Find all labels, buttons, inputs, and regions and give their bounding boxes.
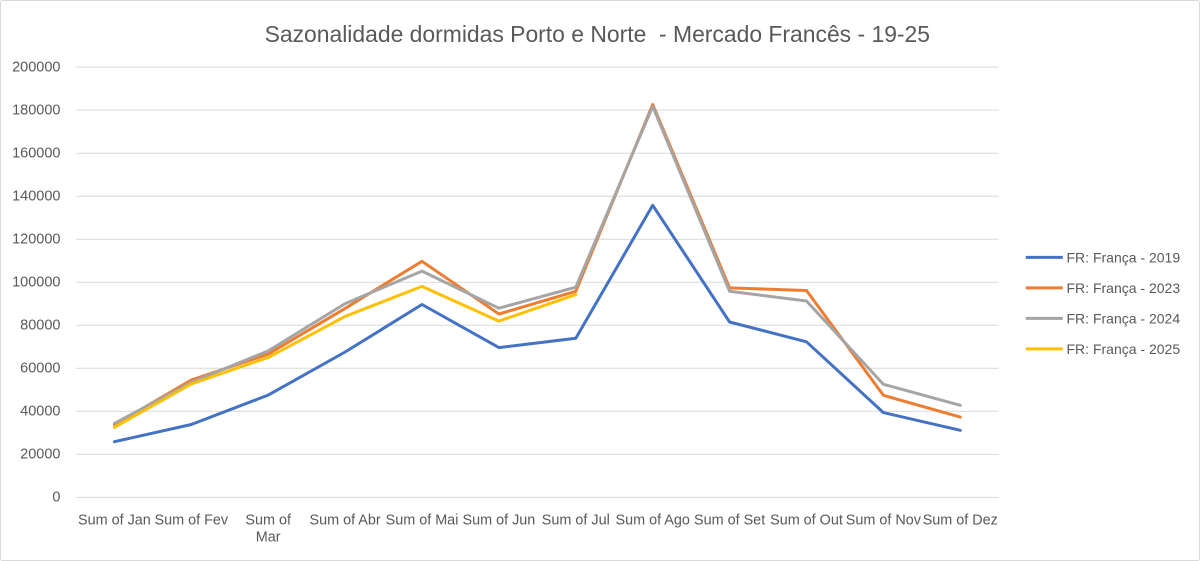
svg-text:Sum of Ago: Sum of Ago: [615, 513, 689, 529]
svg-text:40000: 40000: [20, 404, 60, 420]
svg-text:160000: 160000: [12, 146, 60, 162]
svg-text:Sum of Mai: Sum of Mai: [386, 513, 459, 529]
svg-text:Sum of: Sum of: [245, 513, 292, 529]
svg-text:80000: 80000: [20, 318, 60, 334]
svg-text:Sum of Set: Sum of Set: [694, 513, 765, 529]
svg-text:180000: 180000: [12, 102, 60, 118]
svg-text:100000: 100000: [12, 275, 60, 291]
svg-text:Mar: Mar: [256, 530, 281, 546]
svg-text:Sum of Fev: Sum of Fev: [155, 513, 229, 529]
svg-text:Sum of Dez: Sum of Dez: [923, 513, 998, 529]
svg-text:FR: França - 2019: FR: França - 2019: [1067, 249, 1181, 265]
svg-text:120000: 120000: [12, 232, 60, 248]
svg-text:Sazonalidade dormidas Porto e: Sazonalidade dormidas Porto e Norte - Me…: [265, 21, 930, 47]
svg-text:Sum of Nov: Sum of Nov: [846, 513, 922, 529]
svg-text:FR: França - 2025: FR: França - 2025: [1067, 341, 1181, 357]
svg-text:FR: França - 2024: FR: França - 2024: [1067, 310, 1181, 326]
svg-text:Sum of Out: Sum of Out: [770, 513, 843, 529]
svg-text:Sum of Jul: Sum of Jul: [542, 513, 610, 529]
svg-text:Sum of Jan: Sum of Jan: [78, 513, 151, 529]
svg-text:140000: 140000: [12, 189, 60, 205]
svg-text:200000: 200000: [12, 59, 60, 75]
svg-text:Sum of Abr: Sum of Abr: [310, 513, 381, 529]
svg-text:FR: França - 2023: FR: França - 2023: [1067, 280, 1181, 296]
svg-text:20000: 20000: [20, 447, 60, 463]
svg-text:60000: 60000: [20, 361, 60, 377]
svg-text:0: 0: [52, 490, 60, 506]
svg-text:Sum of Jun: Sum of Jun: [463, 513, 536, 529]
